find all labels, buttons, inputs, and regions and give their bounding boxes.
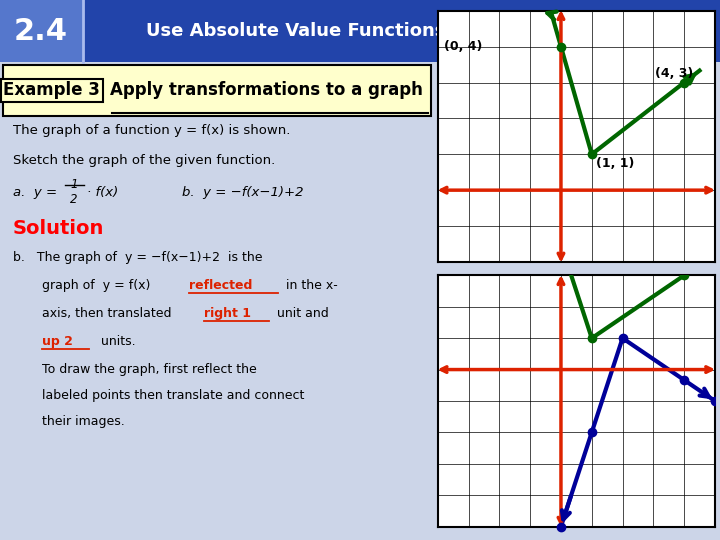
Text: 2: 2 [71, 193, 78, 206]
Text: reflected: reflected [189, 279, 253, 292]
Text: b.   The graph of  y = −f(x−1)+2  is the: b. The graph of y = −f(x−1)+2 is the [13, 251, 263, 264]
Text: labeled points then translate and connect: labeled points then translate and connec… [42, 389, 304, 402]
Text: Example 3: Example 3 [4, 82, 100, 99]
Bar [0, 0, 83, 62]
Text: a.  y =: a. y = [13, 186, 61, 199]
Text: their images.: their images. [42, 415, 125, 428]
Text: 1: 1 [71, 178, 78, 191]
Text: unit and: unit and [269, 307, 328, 320]
Text: Use Absolute Value Functions and Transformations: Use Absolute Value Functions and Transfo… [146, 22, 660, 40]
Text: To draw the graph, first reflect the: To draw the graph, first reflect the [42, 363, 256, 376]
Text: 2.4: 2.4 [14, 17, 68, 45]
Text: in the x-: in the x- [278, 279, 338, 292]
Text: (0, 4): (0, 4) [444, 40, 482, 53]
Text: b.  y = −f(x−1)+2: b. y = −f(x−1)+2 [182, 186, 304, 199]
Text: Apply transformations to a graph: Apply transformations to a graph [110, 82, 423, 99]
Text: graph of  y = f(x): graph of y = f(x) [42, 279, 154, 292]
Text: up 2: up 2 [42, 335, 73, 348]
Text: (1, 1): (1, 1) [596, 157, 635, 170]
Text: Sketch the graph of the given function.: Sketch the graph of the given function. [13, 154, 275, 167]
Text: axis, then translated: axis, then translated [42, 307, 175, 320]
Text: (4, 3): (4, 3) [655, 67, 693, 80]
Text: The graph of a function y = f(x) is shown.: The graph of a function y = f(x) is show… [13, 124, 290, 137]
Text: right 1: right 1 [204, 307, 251, 320]
Text: units.: units. [89, 335, 135, 348]
Text: Solution: Solution [13, 219, 104, 238]
Bar [3, 65, 431, 116]
Bar [0, 0, 720, 62]
Text: · f(x): · f(x) [87, 186, 118, 199]
